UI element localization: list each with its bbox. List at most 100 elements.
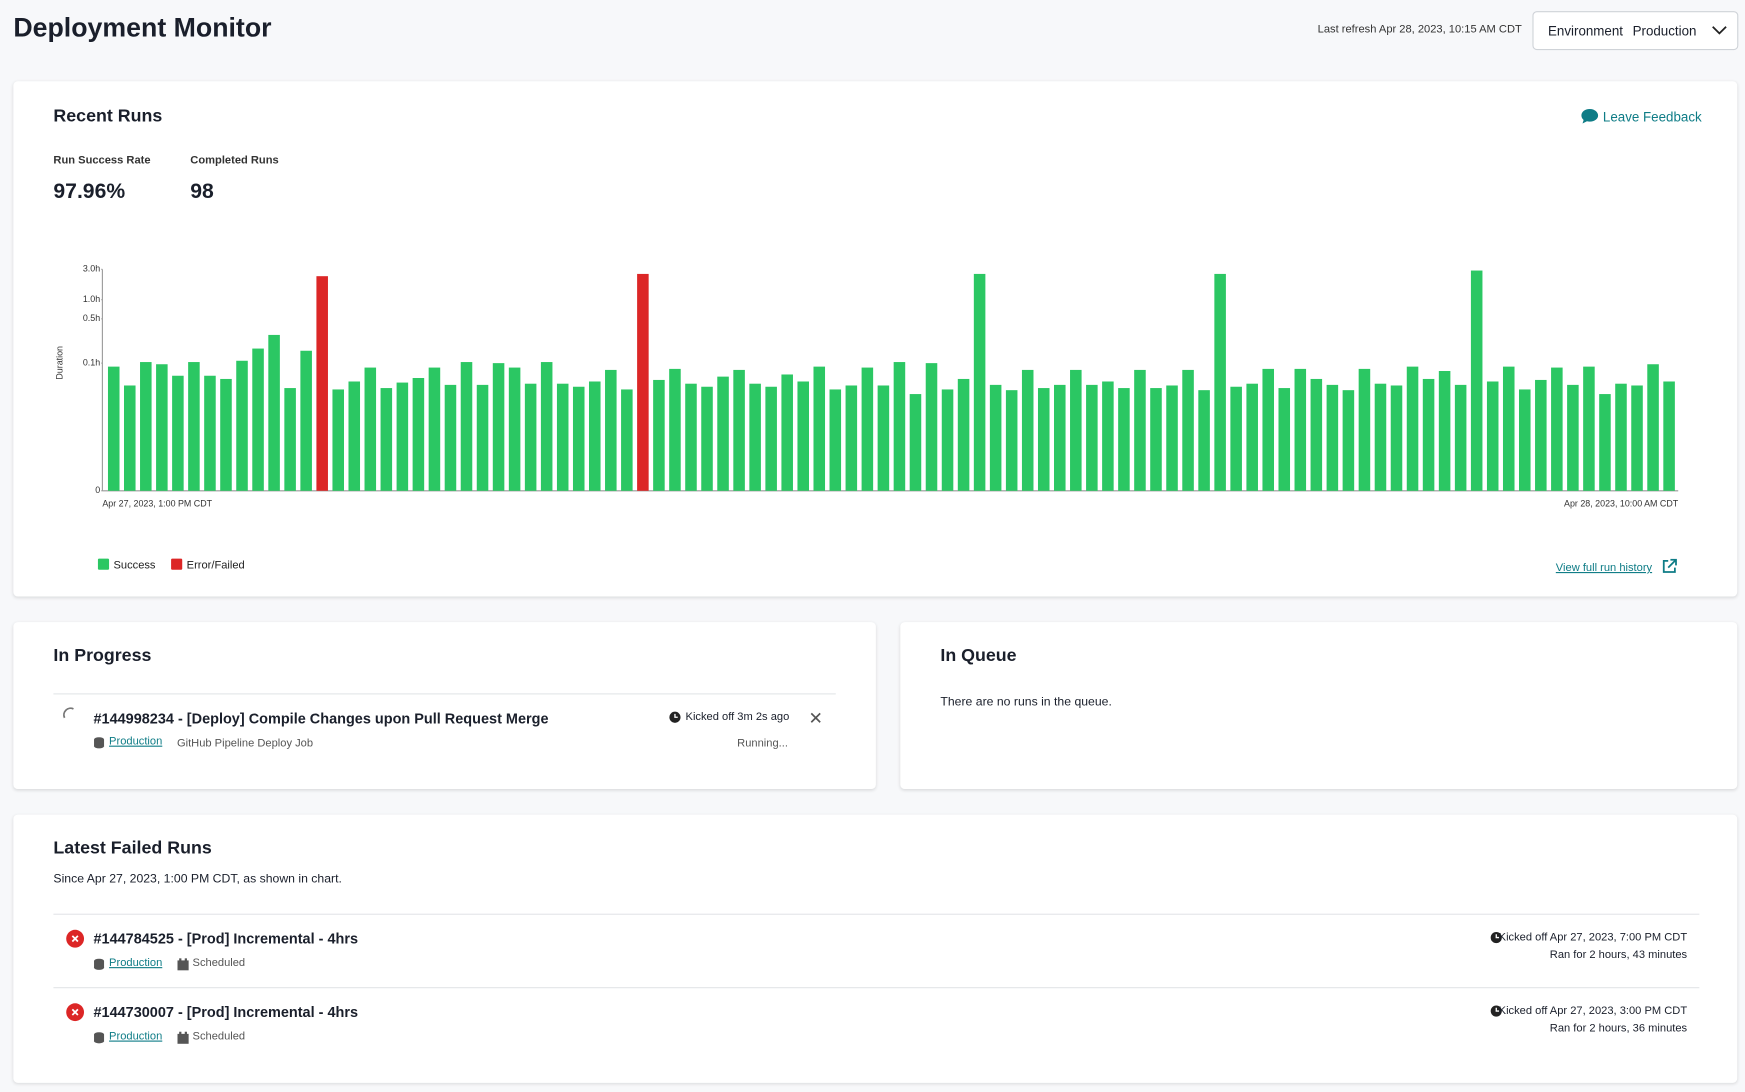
history-link[interactable]: View full run history: [1556, 556, 1677, 576]
spinner-icon: [63, 707, 74, 719]
card-title: In Queue: [940, 646, 1017, 666]
legend-label: Success: [114, 559, 156, 571]
y-tick-label: 3.0h: [83, 264, 100, 274]
feedback-link[interactable]: Leave Feedback: [1580, 108, 1702, 125]
x-tick-label: Apr 28, 2023, 10:00 AM CDT: [1564, 498, 1679, 508]
chat-icon: [1581, 109, 1599, 124]
bar: [236, 360, 248, 491]
history-text: View full run history: [1555, 562, 1653, 575]
bar: [1567, 384, 1579, 491]
bar: [1086, 384, 1098, 491]
bar: [476, 384, 489, 491]
bar: [1470, 270, 1483, 491]
bar: [1502, 366, 1515, 491]
y-tick-label: 0.5h: [83, 313, 100, 323]
bar: [1454, 384, 1467, 491]
bar: [653, 379, 665, 491]
bar: [1166, 385, 1178, 491]
bar: [1326, 384, 1339, 491]
bar: [1102, 381, 1114, 491]
legend-swatch: [97, 558, 110, 570]
bar: [460, 362, 473, 491]
run-duration: Ran for 2 hours, 43 minutes: [1549, 949, 1688, 962]
bar: [1021, 369, 1034, 491]
bar: [589, 381, 601, 491]
bar: [909, 394, 922, 491]
bar: [781, 374, 793, 491]
bar: [1182, 369, 1194, 491]
bar: [1262, 368, 1275, 491]
bar: [188, 362, 200, 491]
bar: [284, 388, 296, 491]
bar: [140, 362, 152, 491]
bar: [1599, 394, 1611, 491]
recent-runs-card: [13, 81, 1738, 597]
environment-link[interactable]: Production: [109, 735, 163, 748]
bar: [861, 367, 874, 491]
run-name: #144784525 - [Prod] Incremental - 4hrs: [93, 930, 359, 948]
bar: [1134, 369, 1146, 491]
bar: [1486, 381, 1499, 491]
external-link-icon: [1662, 558, 1677, 573]
bar: [1519, 389, 1531, 491]
bar: [172, 375, 184, 491]
environment-link[interactable]: Production: [109, 1030, 163, 1043]
bar: [621, 389, 633, 491]
error-icon: [66, 1003, 85, 1022]
environment-dropdown[interactable]: Environment Production: [1532, 11, 1739, 51]
bar: [364, 367, 377, 491]
environment-link[interactable]: Production: [109, 957, 163, 970]
bar: [1374, 383, 1387, 491]
bar: [508, 367, 521, 491]
divider: [53, 693, 836, 695]
page-title: Deployment Monitor: [13, 13, 272, 44]
stat-value: 98: [190, 180, 214, 204]
stat-label: Completed Runs: [190, 154, 279, 167]
bar: [797, 381, 809, 491]
calendar-icon: [177, 1031, 189, 1044]
queue-message: There are no runs in the queue.: [940, 695, 1112, 709]
database-icon: [94, 737, 105, 749]
bar: [1118, 388, 1130, 491]
run-name: #144730007 - [Prod] Incremental - 4hrs: [93, 1003, 359, 1021]
bar: [156, 364, 168, 491]
bar: [1406, 366, 1419, 491]
card-subtitle: Since Apr 27, 2023, 1:00 PM CDT, as show…: [53, 872, 342, 886]
bar: [268, 334, 280, 491]
bar: [1037, 388, 1050, 491]
divider: [53, 987, 1700, 989]
bar: [1615, 383, 1627, 491]
card-title: In Progress: [53, 646, 152, 666]
bar: [1246, 383, 1258, 491]
bar: [893, 362, 906, 491]
run-trigger: Scheduled: [192, 957, 246, 970]
bar: [252, 348, 264, 491]
bar: [925, 363, 938, 491]
bar: [572, 386, 585, 491]
legend-swatch: [171, 558, 183, 570]
bar: [1198, 390, 1210, 491]
error-icon: [66, 929, 85, 948]
bar: [1631, 385, 1643, 491]
in-progress-card: [13, 622, 876, 790]
bar: [1535, 379, 1547, 491]
calendar-icon: [177, 958, 189, 971]
bar: [412, 377, 425, 491]
bar: [220, 378, 232, 491]
bar: [701, 386, 713, 491]
x-tick-label: Apr 27, 2023, 1:00 PM CDT: [102, 498, 212, 508]
dropdown-value: Production: [1632, 23, 1697, 39]
bar: [492, 363, 505, 491]
kicked-off: Kicked off 3m 2s ago: [685, 711, 790, 724]
bar: [1278, 388, 1291, 491]
bar: [829, 389, 842, 491]
bar: [1070, 369, 1082, 491]
bar: [941, 389, 954, 491]
bar: [1214, 273, 1226, 491]
bar: [204, 375, 216, 491]
bar: [1583, 366, 1595, 491]
close-button[interactable]: [810, 712, 821, 723]
kicked-off: Kicked off Apr 27, 2023, 3:00 PM CDT: [1498, 1004, 1688, 1018]
y-tick-label: 0.1h: [83, 357, 100, 367]
